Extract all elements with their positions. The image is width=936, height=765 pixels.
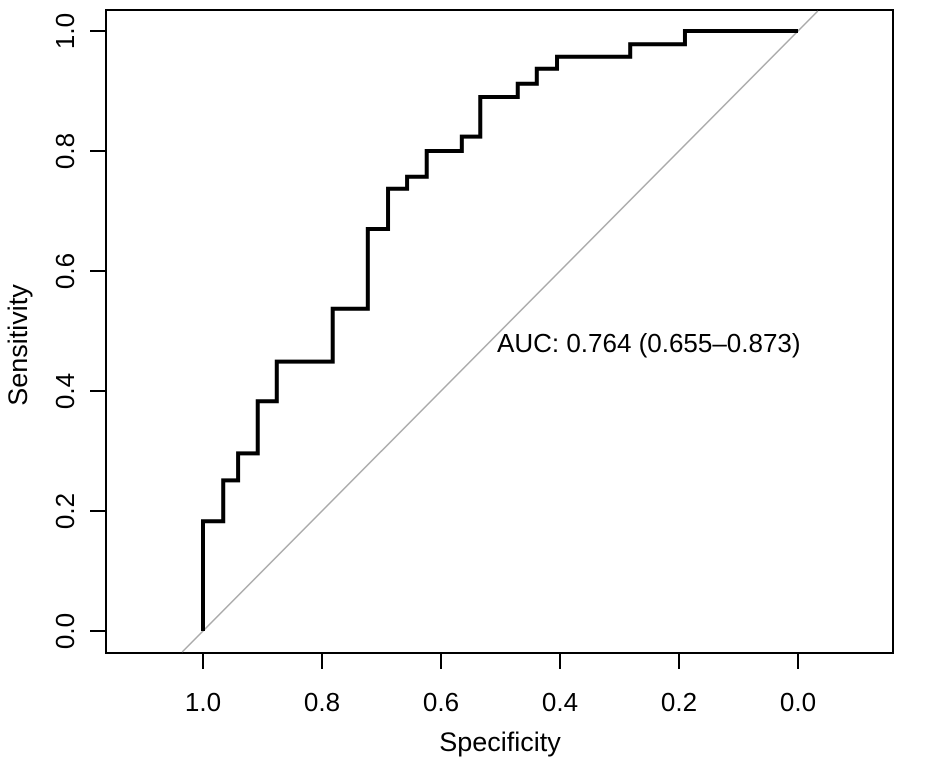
x-tick-label: 0.0 — [780, 687, 816, 717]
x-tick-label: 0.2 — [661, 687, 697, 717]
y-tick-label: 0.8 — [50, 133, 80, 169]
plot-box — [105, 9, 894, 654]
auc-annotation: AUC: 0.764 (0.655–0.873) — [497, 328, 801, 358]
y-axis-title: Sensitivity — [3, 284, 33, 406]
chance-diagonal-line — [181, 10, 819, 653]
y-tick-label: 0.6 — [50, 253, 80, 289]
y-tick-label: 0.4 — [50, 373, 80, 409]
y-tick-label: 0.0 — [50, 613, 80, 649]
x-tick-label: 0.6 — [423, 687, 459, 717]
roc-curve — [201, 29, 798, 631]
x-axis-title: Specificity — [439, 727, 561, 757]
x-tick-label: 1.0 — [185, 687, 221, 717]
y-tick-label: 1.0 — [50, 13, 80, 49]
x-axis-ticks: 1.0 0.8 0.6 0.4 0.2 0.0 — [185, 653, 816, 717]
x-tick-label: 0.8 — [304, 687, 340, 717]
y-tick-label: 0.2 — [50, 493, 80, 529]
y-axis-ticks: 0.0 0.2 0.4 0.6 0.8 1.0 — [50, 13, 106, 649]
x-tick-label: 0.4 — [542, 687, 578, 717]
